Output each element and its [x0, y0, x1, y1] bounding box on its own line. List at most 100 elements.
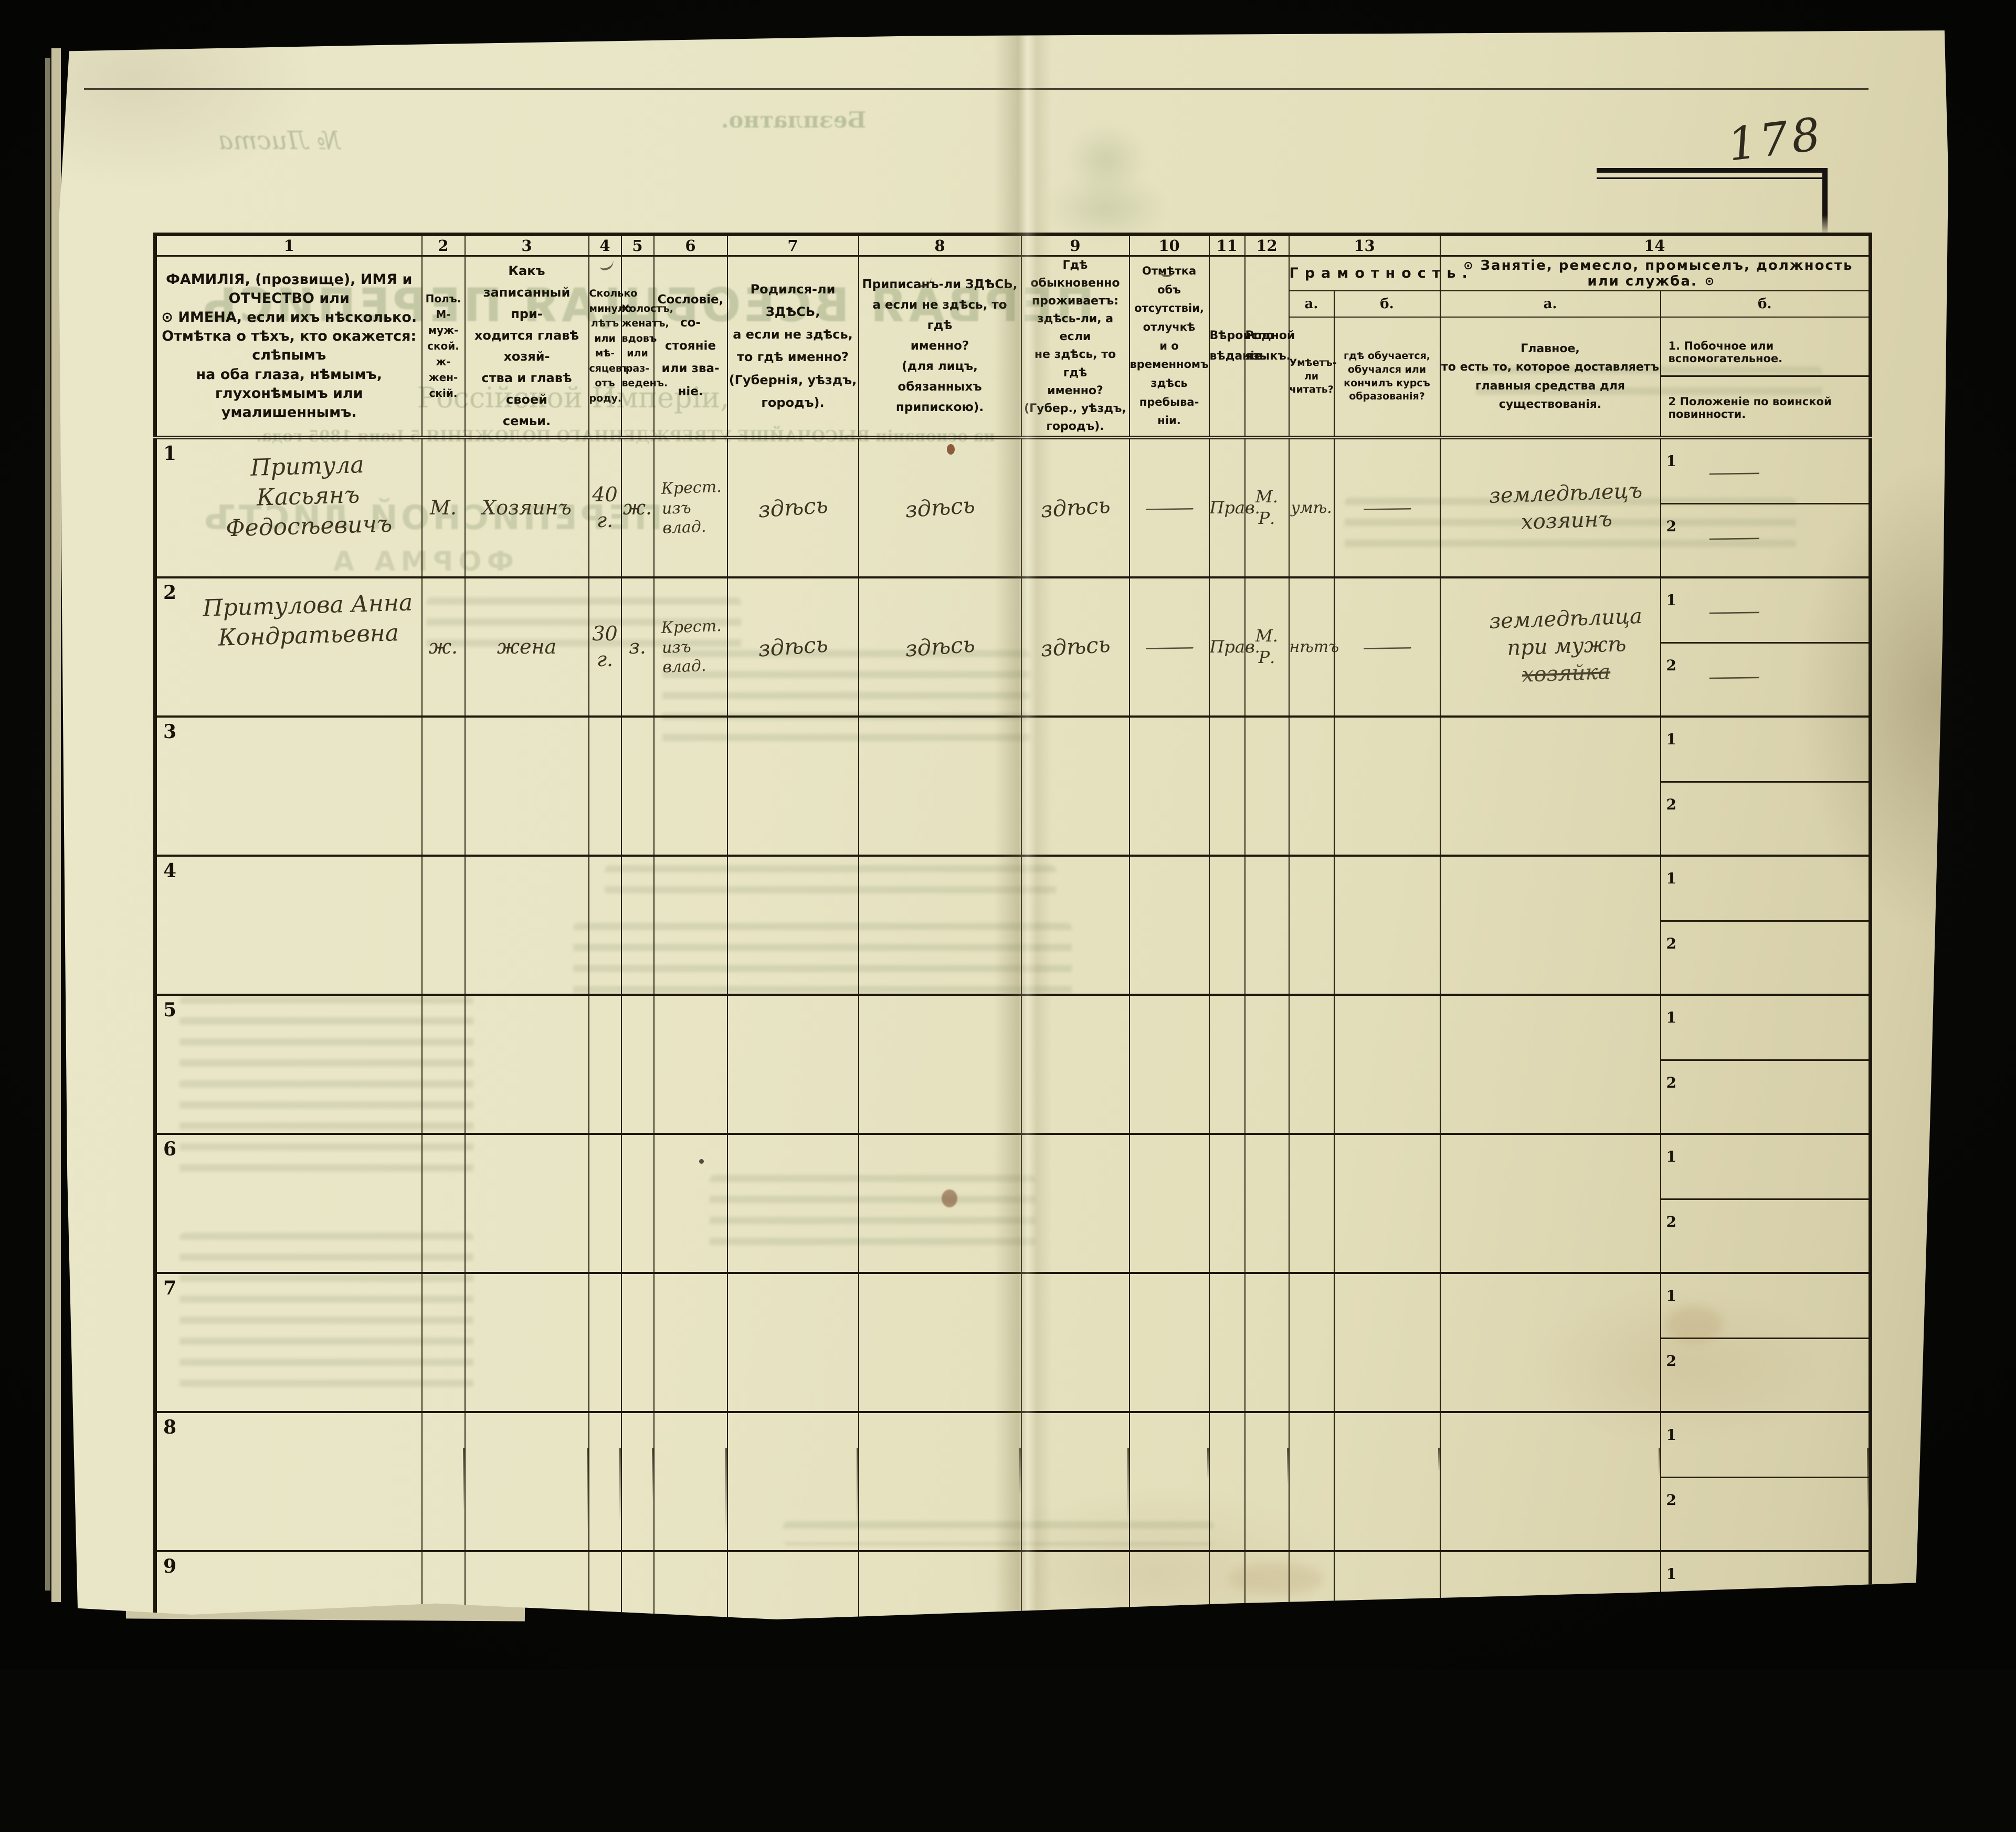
cell-language	[1244, 1550, 1290, 1619]
cell-marital	[620, 1550, 655, 1619]
cell-registration	[858, 1133, 1022, 1274]
cell-faith	[1208, 855, 1246, 996]
cell-residence: здѣсь	[1020, 437, 1130, 578]
cell-faith	[1208, 715, 1246, 857]
cell-occupation	[1439, 1133, 1661, 1274]
header-row: ФАМИЛІЯ, (прозвище), ИМЯ и ОТЧЕСТВО или …	[154, 255, 1871, 439]
cell-language	[1244, 994, 1290, 1135]
rule-stub	[1207, 1448, 1209, 1479]
header-marital: Холостъ, женатъ, вдовъ или раз- веденъ.	[620, 255, 673, 439]
hw-estate: Крест. изъ влад.	[660, 478, 722, 538]
cell-literacy-b	[1334, 1690, 1440, 1830]
cell-absence	[1128, 994, 1210, 1135]
header-name: ФАМИЛІЯ, (прозвище), ИМЯ и ОТЧЕСТВО или …	[154, 255, 423, 439]
sub-label-2: 2	[1666, 934, 1676, 952]
side-occupation-2: 2	[1661, 1210, 1869, 1262]
hw-side-1: —	[1705, 599, 1763, 624]
cell-registration	[858, 715, 1022, 857]
cell-marital: з.	[620, 576, 655, 718]
rule-stub	[652, 1448, 653, 1500]
header-residence: Гдѣ обыкновенно проживаетъ: здѣсь-ли, а …	[1020, 255, 1130, 439]
cell-faith	[1208, 1411, 1246, 1552]
hw-estate: Крест. изъ влад.	[660, 617, 722, 677]
cell-name: 5	[154, 994, 423, 1135]
side-occupation-1: 1	[1661, 1562, 1869, 1617]
header-occupation-b-label: б.	[1660, 290, 1871, 318]
booklet-edge	[51, 48, 61, 1602]
cell-literacy-b	[1333, 1272, 1441, 1413]
cell-literacy-a	[1288, 1272, 1335, 1413]
row-number: 4	[163, 859, 177, 882]
cell-birthplace: здѣсь	[726, 576, 859, 718]
hw-language: М. Р.	[1255, 625, 1278, 668]
cell-age	[589, 1690, 621, 1830]
cell-birthplace	[726, 1550, 859, 1619]
row-number: 2	[163, 581, 177, 604]
header-literacy-read: Умѣетъ- ли читать?	[1288, 317, 1337, 439]
cell-registration	[858, 855, 1022, 996]
side-occupation-1: 1—	[1661, 449, 1869, 504]
row-number: 10	[163, 1694, 190, 1717]
cell-marital	[620, 855, 655, 996]
header-language: Родной языкъ.	[1244, 255, 1295, 439]
side-occupation-2: 2	[1661, 1071, 1869, 1123]
cell-absence	[1128, 1550, 1210, 1619]
cell-occupation: земледѣлецъ хозяинъ	[1439, 437, 1661, 578]
census-table: 1 2 3 4 5 6 7 8 9 10 11 12 13 14 ФАМИЛІЯ…	[153, 233, 1873, 1830]
hw-literacy-b: —	[1360, 635, 1414, 659]
hw-absence: —	[1142, 635, 1196, 659]
cell-side-occupation: 1— 2—	[1660, 437, 1871, 578]
side-occupation-1: 1	[1661, 1006, 1869, 1061]
hw-literacy-a: нѣтъ	[1289, 637, 1339, 656]
hw-side-1: —	[1705, 460, 1763, 485]
page-number: 178	[1725, 108, 1827, 172]
cell-age: 30 г.	[588, 576, 622, 718]
cell-marital	[620, 1133, 655, 1274]
cell-relation	[464, 1411, 589, 1552]
table-row-10: 10 1 2	[155, 1690, 1871, 1830]
cell-side-occupation: 1 2	[1660, 1133, 1871, 1274]
hw-occupation: земледѣлецъ хозяинъ	[1488, 479, 1643, 535]
cell-marital	[620, 715, 655, 857]
row-number: 5	[163, 998, 177, 1021]
header-faith: Вѣроиспо- вѣданіе.	[1208, 255, 1279, 439]
cell-literacy-a: умѣ.	[1288, 437, 1335, 578]
hw-sex: ж.	[428, 635, 458, 658]
header-occupation-main: Главное, то есть то, которое доставляетъ…	[1439, 317, 1661, 439]
cell-birthplace	[726, 1272, 859, 1413]
cell-literacy-b: —	[1333, 576, 1441, 718]
side-occupation-1: 1—	[1661, 588, 1869, 644]
cell-relation	[465, 1690, 589, 1830]
cell-residence	[1020, 1272, 1130, 1413]
cell-language: М. Р.	[1244, 437, 1290, 578]
header-literacy-b-label: б.	[1333, 290, 1441, 318]
cell-birthplace	[726, 994, 859, 1135]
cell-name: 4	[154, 855, 423, 996]
col-number-4: 4	[588, 234, 622, 257]
cell-name: 3	[154, 715, 423, 857]
rule-stub	[1287, 1448, 1289, 1484]
header-registration: Приписанъ-ли ЗДѢСЬ, а если не здѣсь, то …	[858, 255, 1022, 439]
cell-estate	[653, 1550, 728, 1619]
cell-faith: Прав.	[1208, 576, 1260, 718]
rule-stub	[1867, 1448, 1869, 1511]
cell-birthplace	[726, 1411, 859, 1552]
cell-relation	[464, 1133, 589, 1274]
sub-label-1: 1	[1666, 1287, 1676, 1304]
header-literacy-education: гдѣ обучается, обучался или кончилъ курс…	[1333, 317, 1441, 439]
col-number-8: 8	[858, 234, 1022, 257]
cell-relation	[464, 715, 589, 857]
cell-sex	[421, 1133, 466, 1274]
cell-faith	[1208, 1133, 1246, 1274]
cell-name: 1 Притула Касьянъ Федосѣевичъ	[154, 437, 423, 578]
cell-sex	[421, 994, 466, 1135]
header-occupation-side-1: 1. Побочное или вспомогательное.	[1661, 331, 1869, 377]
side-occupation-2: 2—	[1661, 514, 1869, 566]
col-number-6: 6	[653, 234, 728, 257]
cell-occupation	[1439, 994, 1661, 1135]
col-number-3: 3	[464, 234, 589, 257]
cell-absence	[1128, 715, 1210, 857]
subheader-desc-row: Умѣетъ- ли читать? гдѣ обучается, обучал…	[155, 317, 1871, 439]
side-occupation-2: 2	[1661, 793, 1869, 845]
cell-side-occupation: 1 2	[1660, 1272, 1871, 1413]
